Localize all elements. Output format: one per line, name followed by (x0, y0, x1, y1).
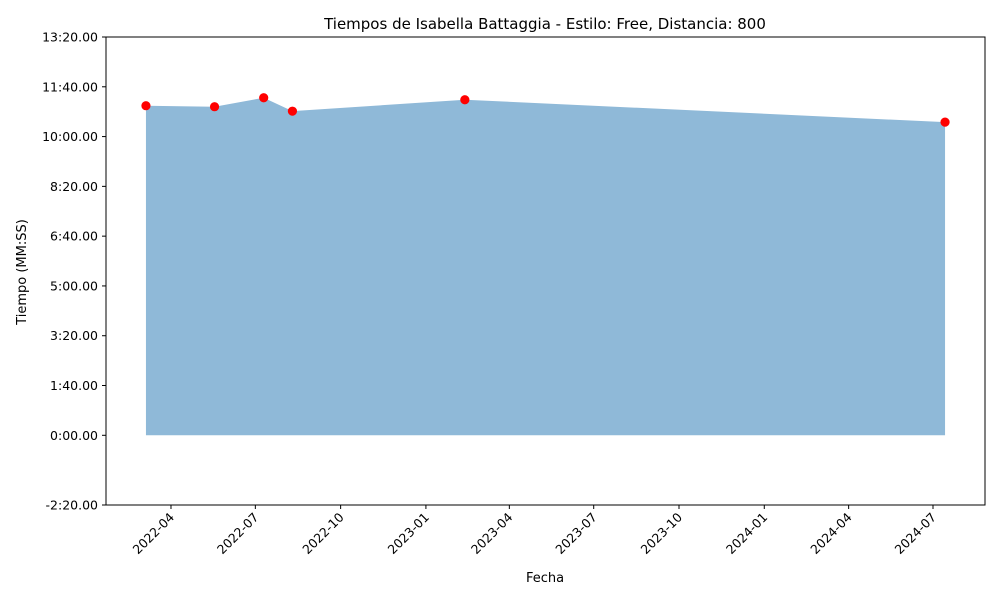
y-axis-label: Tiempo (MM:SS) (15, 219, 30, 326)
y-tick-label-8: 11:40.00 (42, 79, 98, 94)
plot-area (105, 36, 986, 506)
y-tick-label-5: 6:40.00 (50, 229, 98, 244)
y-tick-label-6: 8:20.00 (50, 179, 98, 194)
chart-title: Tiempos de Isabella Battaggia - Estilo: … (323, 15, 766, 33)
y-tick-label-4: 5:00.00 (50, 278, 98, 293)
x-tick-label-8: 2024-04 (807, 509, 855, 557)
x-tick-label-0: 2022-04 (130, 509, 178, 557)
y-tick-label-3: 3:20.00 (50, 328, 98, 343)
x-tick-label-1: 2022-07 (214, 510, 262, 558)
plot-frame (105, 36, 986, 506)
x-tick-label-9: 2024-07 (892, 510, 940, 558)
y-axis: -2:20.00 0:00.00 1:40.00 3:20.00 5:00.00 6:40… (42, 30, 106, 513)
data-point-1 (209, 102, 220, 112)
x-tick-label-2: 2022-10 (299, 509, 347, 557)
x-tick-label-6: 2023-10 (638, 509, 686, 557)
y-tick-label-9: 13:20.00 (42, 30, 98, 45)
y-tick-label-2: 1:40.00 (50, 378, 98, 393)
x-tick-label-4: 2023-04 (468, 509, 516, 557)
x-tick-label-3: 2023-01 (384, 510, 432, 558)
y-tick-label-0: -2:20.00 (46, 498, 99, 513)
x-tick-label-7: 2024-01 (723, 510, 771, 558)
x-tick-label-5: 2023-07 (552, 510, 600, 558)
data-point-4 (460, 95, 470, 105)
data-point-0 (141, 101, 151, 111)
y-tick-label-1: 0:00.00 (50, 428, 98, 443)
area-fill (145, 97, 946, 436)
data-point-5 (940, 117, 950, 127)
data-point-2 (259, 93, 269, 103)
x-axis-label: Fecha (526, 571, 564, 586)
x-axis: 2022-04 2022-07 2022-10 2023-01 2023-04 2023-… (130, 505, 940, 558)
data-point-3 (287, 106, 298, 116)
y-tick-label-7: 10:00.00 (42, 129, 98, 144)
